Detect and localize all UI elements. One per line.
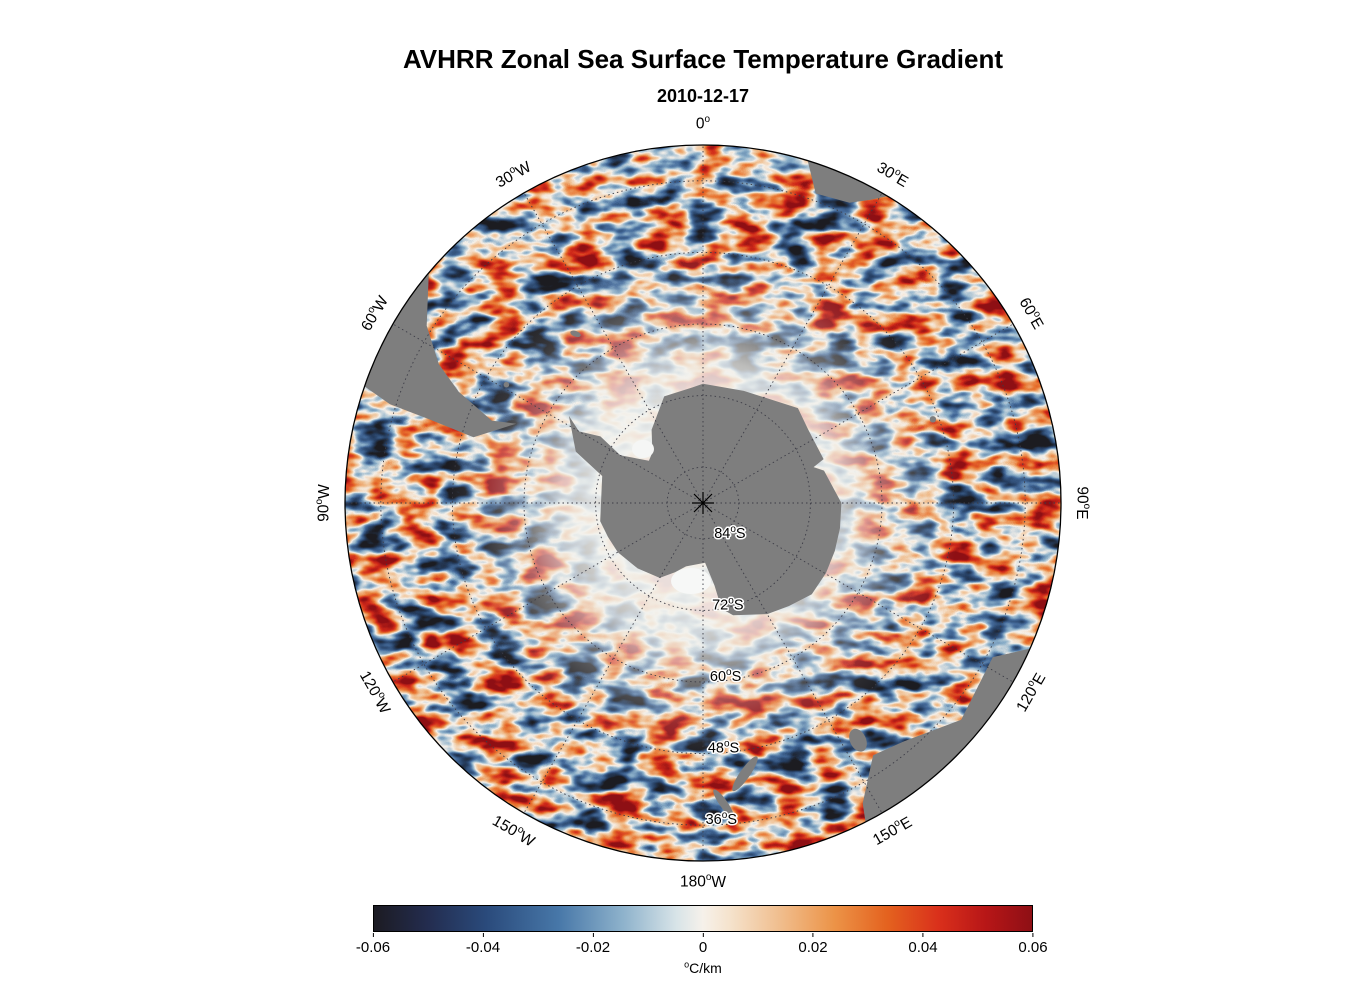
parallel-36S [380,180,1026,826]
longitude-label-60: 60oE [1016,294,1049,332]
meridian-300 [392,323,700,502]
south-georgia-island [570,330,581,338]
colorbar-tick-labels: -0.06 -0.04 -0.02 0 0.02 0.04 0.06 [356,933,1048,957]
colorbar-tick-0.04: 0.04 [908,933,938,956]
colorbar-tick-0: 0 [699,933,707,956]
colorbar-units: oC/km [684,959,722,976]
polar-map: 84oS 72oS 60oS 48oS 36oS 0o 30oE 60oE 90oE 120oE… [314,114,1093,891]
africa-landmass [807,145,910,203]
colorbar-tick-mark [482,933,484,937]
latitude-label-60S: 60oS [710,667,741,686]
colorbar [373,905,1033,932]
parallel-72S [595,395,811,611]
longitude-label-30: 30oE [874,157,912,190]
meridian-120 [706,504,1014,683]
map-boundary-circle [344,144,1062,862]
longitude-label-90: 90oE [1074,486,1093,519]
longitude-label-0: 0o [696,114,711,133]
falkland-islands [503,381,510,388]
colorbar-tick--0.04: -0.04 [466,933,500,956]
longitude-label-120: 120oE [1012,669,1049,715]
new-zealand-south-island [732,756,758,792]
meridian-330 [523,192,702,500]
colorbar-area: -0.06 -0.04 -0.02 0 0.02 0.04 0.06 oC/km [356,905,1048,976]
colorbar-tick-value: -0.06 [355,939,391,956]
colorbar-tick-value: 0.02 [798,939,828,956]
colorbar-tick-value: -0.04 [465,939,501,956]
longitude-label-150: 150oE [869,812,915,849]
colorbar-tick-value: 0 [698,939,708,956]
colorbar-tick-mark [702,933,704,937]
meridian-210 [523,506,702,814]
meridian-30 [704,192,883,500]
meridian-150 [704,506,883,814]
colorbar-tick--0.02: -0.02 [576,933,610,956]
colorbar-tick-0.02: 0.02 [798,933,828,956]
graticule [345,145,1061,861]
new-zealand-north-island [713,789,734,818]
latitude-label-36S: 36oS [706,810,737,829]
latitude-labels: 84oS 72oS 60oS 48oS 36oS [704,522,747,830]
latitude-label-48S: 48oS [708,738,739,757]
figure-title: AVHRR Zonal Sea Surface Temperature Grad… [402,44,1004,74]
colorbar-tick--0.06: -0.06 [356,933,390,956]
colorbar-tick-mark [372,933,374,937]
ronne-ice-shelf [632,440,654,458]
longitude-label--90: 90oW [314,484,333,522]
parallel-48S [451,251,955,755]
colorbar-tick-value: 0.04 [908,939,938,956]
pole-marker [692,492,714,514]
longitude-label--30: 30oW [492,156,534,191]
colorbar-tick-mark [592,933,594,937]
colorbar-tick-mark [1032,933,1034,937]
colorbar-tick-0.06: 0.06 [1018,933,1048,956]
tasmania-island [849,728,867,752]
latitude-label-72S: 72oS [712,595,743,614]
meridian-240 [392,504,700,683]
parallel-60S [523,323,883,683]
kerguelen-island [929,416,937,423]
ross-ice-shelf [671,568,711,594]
colorbar-tick-mark [812,933,814,937]
latitude-label-84S: 84oS [714,523,745,542]
colorbar-tick-value: 0.06 [1018,939,1048,956]
colorbar-tick-value: -0.02 [575,939,611,956]
figure-subtitle: 2010-12-17 [656,86,750,106]
longitude-label--60: 60oW [356,292,391,334]
meridian-60 [706,323,1014,502]
longitude-label-180: 180oW [680,872,726,891]
colorbar-tick-mark [922,933,924,937]
